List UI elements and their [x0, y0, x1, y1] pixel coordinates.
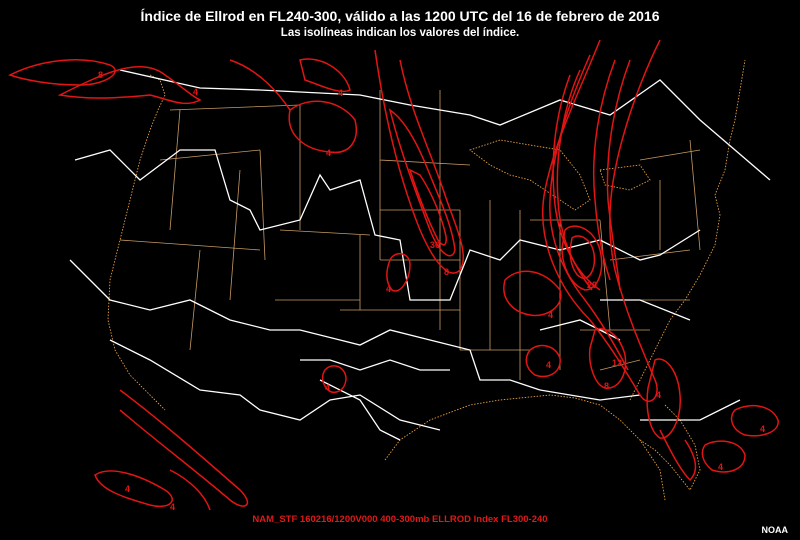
great-lakes: [469, 139, 651, 211]
region-line-texas: [300, 359, 450, 441]
isoline-ga-12: [588, 328, 627, 389]
isoline-label: 20: [587, 280, 597, 290]
isoline-east-6: [606, 59, 631, 291]
isoline-ohio-core-2: [569, 235, 596, 279]
isoline-label: 4: [193, 87, 198, 97]
chart-title: Índice de Ellrod en FL240-300, válido a …: [140, 8, 660, 24]
region-boundaries: [69, 69, 771, 441]
state-lines-east: [530, 139, 701, 371]
isoline-label: 12: [612, 358, 622, 368]
ellrod-isolines: [8, 39, 779, 511]
isoline-pac-long-2: [169, 469, 211, 511]
isoline-labels: 8 4 4 4 30 8 4 20 4 4 12 8 4 4 4 4 4 4: [98, 70, 765, 512]
isoline-label: 8: [444, 267, 449, 277]
isoline-east-5: [592, 59, 616, 281]
atlantic-coast: [629, 59, 746, 401]
noaa-credit: NOAA: [761, 525, 789, 535]
isoline-label: 4: [546, 360, 551, 370]
isoline-label: 8: [98, 70, 103, 80]
isoline-plains-mid: [388, 108, 456, 257]
isoline-label: 30: [430, 240, 440, 250]
model-info-line: NAM_STF 160216/1200V000 400-300mb ELLROD…: [252, 514, 548, 525]
region-line-west: [74, 149, 561, 301]
isoline-east-4: [552, 74, 601, 291]
isoline-label: 4: [760, 424, 765, 434]
florida: [639, 404, 701, 491]
gulf-coast: [384, 394, 666, 501]
region-line-southwest: [109, 339, 441, 431]
region-line-north: [119, 69, 771, 181]
isoline-label: 4: [170, 502, 175, 512]
isoline-label: 4: [125, 484, 130, 494]
isoline-nw-8: [8, 59, 116, 86]
isoline-dak-curve: [229, 59, 291, 111]
pacific-coast: [107, 74, 166, 411]
state-boundaries: [119, 90, 701, 380]
isoline-ohio-core: [561, 225, 603, 291]
isoline-label: 4: [718, 462, 723, 472]
chart-subtitle: Las isolíneas indican los valores del ín…: [280, 27, 520, 39]
isoline-iowa-4: [386, 253, 411, 292]
isoline-ms-4: [525, 344, 561, 378]
isoline-pac-4: [94, 470, 173, 507]
isoline-east-outer: [542, 39, 661, 402]
isoline-plains-outer: [374, 49, 464, 274]
isoline-label: 4: [548, 310, 553, 320]
isoline-label: 4: [325, 383, 330, 393]
isoline-atl-4: [730, 404, 779, 437]
isoline-plains-inner: [408, 168, 447, 246]
isoline-florida-tail: [659, 429, 697, 482]
isoline-pac-long: [119, 389, 249, 507]
isoline-ohio-4: [503, 270, 562, 317]
state-lines-west: [119, 104, 371, 351]
isoline-label: 8: [604, 381, 609, 391]
region-line-east: [539, 229, 741, 421]
isoline-bah-4: [701, 440, 746, 473]
isoline-tx-4: [321, 365, 347, 394]
region-line-south: [69, 259, 541, 391]
isoline-dak-4: [299, 58, 351, 92]
isoline-nw-4: [57, 66, 202, 105]
isoline-fl-4: [646, 358, 681, 439]
isoline-label: 4: [386, 284, 391, 294]
isoline-label: 4: [656, 390, 661, 400]
coastlines: [107, 59, 746, 501]
isoline-label: 4: [326, 148, 331, 158]
isoline-label: 4: [338, 88, 343, 98]
isoline-mt-4: [288, 100, 357, 154]
